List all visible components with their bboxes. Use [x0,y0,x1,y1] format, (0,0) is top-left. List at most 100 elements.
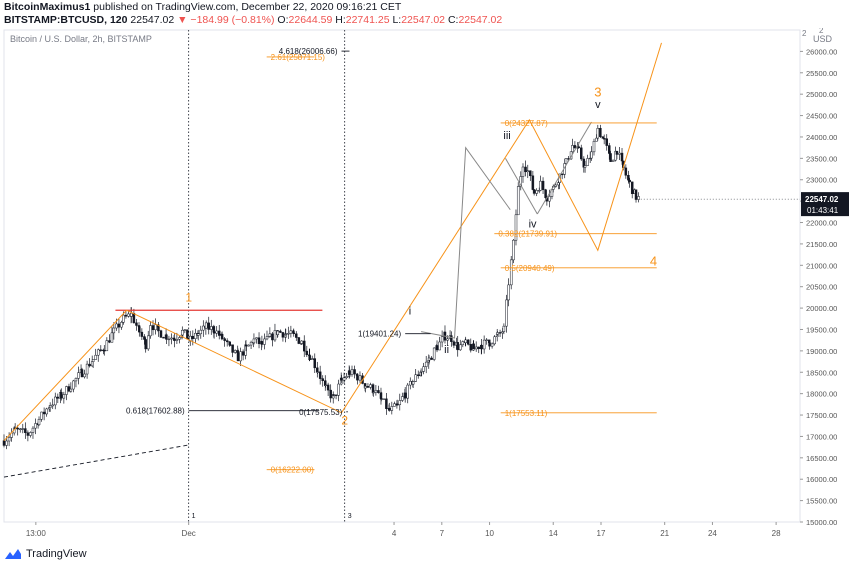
wave-label: iii [503,130,510,142]
candle-body [539,180,542,191]
fib-level-label: 0.5(20940.49) [505,264,555,273]
candle-body [289,330,293,334]
candle-body [337,383,340,396]
candle-body [151,325,155,331]
candle-body [624,167,628,176]
candle-body [249,341,253,346]
candle-body [628,179,631,183]
x-tick-label: 4 [392,529,397,538]
candle-body [372,391,375,394]
candle-body [144,339,147,350]
candle-body [210,326,213,330]
wave-label: 3 [594,84,601,99]
candle-body [51,404,54,407]
symbol-name[interactable]: BITSTAMP:BTCUSD, 120 [4,14,128,26]
candle-body [414,374,417,382]
fib-level-label: 2.61(25871.15) [271,53,326,62]
candle-body [276,330,280,335]
candle-body [65,386,68,395]
y-tick-label: 23000.00 [806,176,837,185]
candle-body [509,259,513,286]
candle-body [446,338,449,341]
candle-body [382,398,386,400]
candle-body [5,440,8,446]
top-axis-fragment: 2 [819,28,824,35]
candle-body [630,181,634,194]
candle-body [595,137,598,142]
candle-body [596,128,600,139]
candle-body [77,372,80,379]
candle-body [165,334,168,340]
chart-area[interactable]: Bitcoin / U.S. Dollar, 2h, BITSTAMP USD 2 2… [0,26,850,544]
close-value: 22547.02 [458,14,503,26]
candle-body [215,330,218,334]
candle-body [194,332,197,339]
candle-body [135,322,138,326]
candle-body [170,337,173,340]
candle-body [498,332,502,334]
candle-body [183,329,187,331]
candle-body [450,335,453,342]
top-axis-fragment: 2 [802,29,807,38]
candle-body [456,342,459,351]
candle-body [620,152,624,162]
candle-body [143,336,146,340]
candle-body [305,350,309,356]
candle-body [464,339,467,343]
candle-body [260,341,264,345]
candle-body [21,428,25,430]
candle-body [416,374,420,377]
candle-body [268,333,272,337]
candle-body [191,335,195,339]
candle-body [162,337,165,339]
fib-level-label: 0(16222.00) [271,466,314,475]
candle-body [88,363,91,367]
candle-body [514,214,518,241]
candle-body [40,411,43,420]
candle-body [364,386,367,389]
y-tick-label: 15500.00 [806,497,837,506]
candle-body [388,407,391,411]
y-tick-label: 16000.00 [806,475,837,484]
candle-body [257,337,261,345]
published-text: published on TradingView.com, December 2… [93,1,402,13]
candle-body [634,189,638,200]
candle-body [80,369,84,378]
open-value: 22644.59 [288,14,333,26]
publisher-name[interactable]: BitcoinMaximus1 [4,1,91,13]
candle-body [411,381,415,385]
open-label: O: [277,14,289,26]
candle-body [16,427,19,430]
tradingview-logo[interactable]: TradingView [4,548,87,560]
wave-label: iv [529,219,537,231]
trend-line [536,121,592,215]
candle-body [60,392,63,399]
current-price-tag [801,192,849,217]
candle-body [482,339,486,350]
candle-body [140,331,144,337]
candle-body [512,239,515,261]
candle-body [220,333,224,339]
candle-body [531,175,535,190]
candle-body [393,403,396,407]
y-tick-label: 24500.00 [806,112,837,121]
candle-body [265,336,269,340]
candle-body [252,338,256,344]
candle-body [292,332,295,335]
candle-body [590,151,593,159]
candle-body [380,398,383,400]
candle-body [297,337,301,344]
candle-body [239,351,242,362]
candle-body [228,341,231,346]
candle-body [406,384,409,399]
candle-body [69,388,73,392]
candle-body [608,145,611,154]
y-tick-label: 17500.00 [806,411,837,420]
y-tick-label: 21500.00 [806,240,837,249]
price-chart[interactable]: Bitcoin / U.S. Dollar, 2h, BITSTAMP USD22… [0,26,850,544]
candle-body [7,437,11,442]
candle-body [99,349,103,351]
candle-body [583,165,587,168]
trend-line [505,158,538,215]
candle-body [592,141,596,153]
